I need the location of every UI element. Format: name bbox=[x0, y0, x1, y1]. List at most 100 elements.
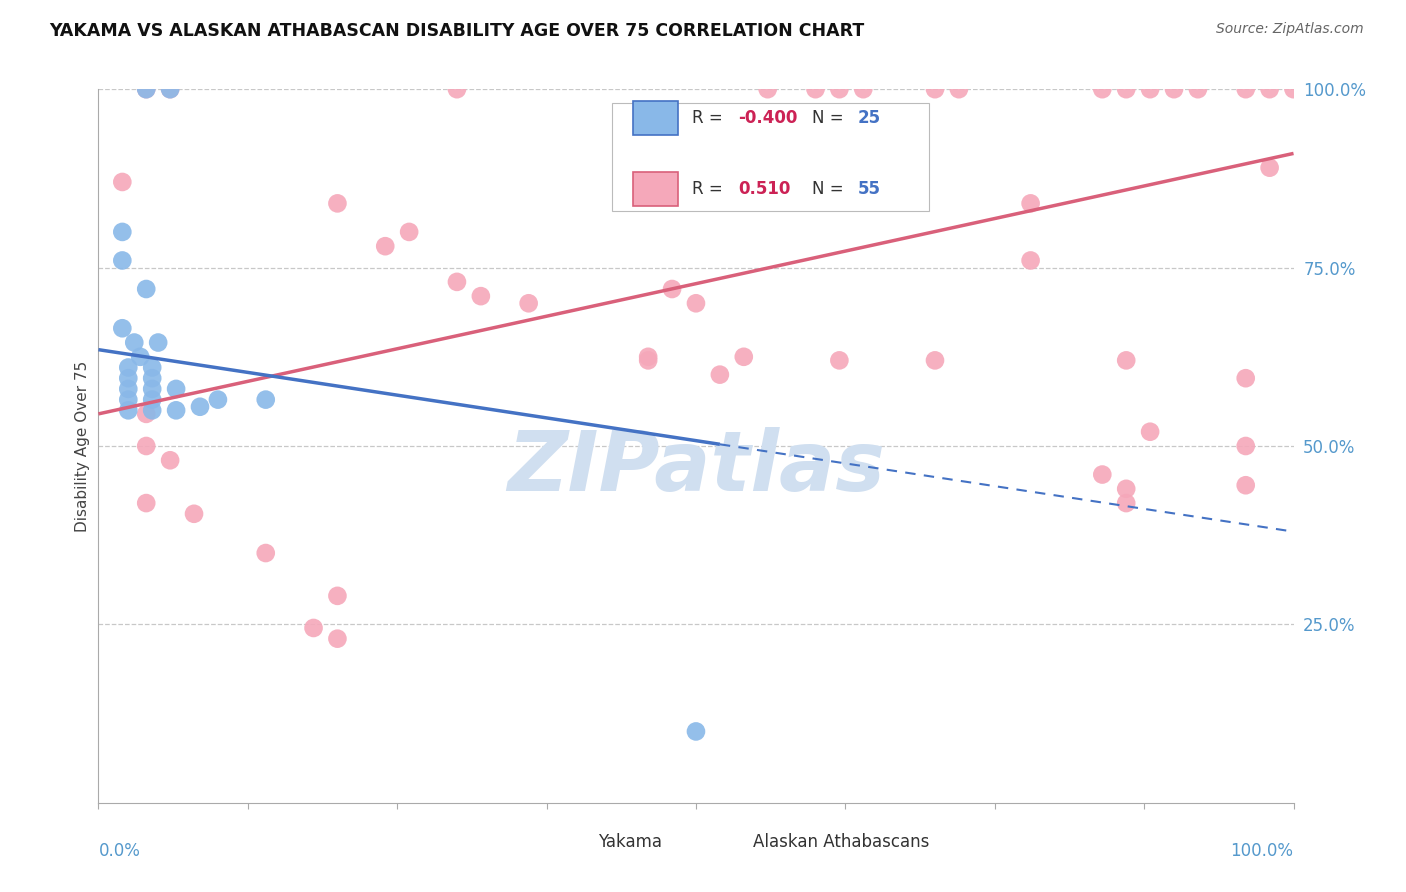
Point bbox=[165, 403, 187, 417]
Point bbox=[1163, 82, 1185, 96]
Point bbox=[1019, 196, 1042, 211]
Point bbox=[1187, 82, 1209, 96]
FancyBboxPatch shape bbox=[633, 101, 678, 135]
Point bbox=[302, 621, 325, 635]
Point bbox=[804, 82, 827, 96]
Point bbox=[183, 507, 205, 521]
Text: 100.0%: 100.0% bbox=[1230, 842, 1294, 860]
Point bbox=[111, 175, 134, 189]
FancyBboxPatch shape bbox=[709, 833, 747, 851]
Text: 55: 55 bbox=[858, 180, 880, 198]
Text: Source: ZipAtlas.com: Source: ZipAtlas.com bbox=[1216, 22, 1364, 37]
Point bbox=[517, 296, 540, 310]
Text: N =: N = bbox=[811, 109, 849, 127]
Point bbox=[129, 350, 152, 364]
Point bbox=[637, 164, 659, 178]
Point bbox=[661, 282, 683, 296]
Point bbox=[135, 407, 157, 421]
Point bbox=[141, 392, 163, 407]
Point bbox=[135, 82, 157, 96]
FancyBboxPatch shape bbox=[613, 103, 929, 211]
Point bbox=[470, 289, 492, 303]
Point bbox=[446, 82, 468, 96]
Text: 0.510: 0.510 bbox=[738, 180, 790, 198]
Text: 0.0%: 0.0% bbox=[98, 842, 141, 860]
Point bbox=[1234, 371, 1257, 385]
Point bbox=[1234, 478, 1257, 492]
Point bbox=[924, 353, 946, 368]
Point bbox=[685, 296, 707, 310]
Point bbox=[1139, 425, 1161, 439]
Point bbox=[828, 82, 851, 96]
Text: R =: R = bbox=[692, 109, 728, 127]
Point bbox=[733, 350, 755, 364]
Point bbox=[117, 392, 139, 407]
Point bbox=[141, 403, 163, 417]
Point bbox=[159, 453, 181, 467]
Point bbox=[326, 196, 349, 211]
Point bbox=[1115, 353, 1137, 368]
Point bbox=[374, 239, 396, 253]
Point bbox=[852, 82, 875, 96]
Point bbox=[1115, 82, 1137, 96]
Text: ZIPatlas: ZIPatlas bbox=[508, 427, 884, 508]
Point bbox=[135, 282, 157, 296]
Point bbox=[135, 496, 157, 510]
Point bbox=[159, 82, 181, 96]
Point bbox=[637, 353, 659, 368]
Point bbox=[1139, 82, 1161, 96]
Point bbox=[254, 546, 277, 560]
Point bbox=[1091, 82, 1114, 96]
Point bbox=[111, 225, 134, 239]
Point bbox=[148, 335, 170, 350]
Point bbox=[924, 82, 946, 96]
Point bbox=[135, 82, 157, 96]
Text: Alaskan Athabascans: Alaskan Athabascans bbox=[754, 833, 929, 851]
Point bbox=[446, 275, 468, 289]
Point bbox=[1282, 82, 1305, 96]
FancyBboxPatch shape bbox=[553, 833, 591, 851]
Point bbox=[756, 82, 779, 96]
Point bbox=[1234, 82, 1257, 96]
Text: Yakama: Yakama bbox=[598, 833, 662, 851]
Point bbox=[135, 439, 157, 453]
Point bbox=[111, 253, 134, 268]
Point bbox=[117, 382, 139, 396]
Text: N =: N = bbox=[811, 180, 849, 198]
Point bbox=[326, 589, 349, 603]
Point bbox=[117, 403, 139, 417]
Point bbox=[111, 321, 134, 335]
Point bbox=[637, 350, 659, 364]
Point bbox=[188, 400, 211, 414]
Point bbox=[165, 382, 187, 396]
Point bbox=[1115, 496, 1137, 510]
Point bbox=[117, 371, 139, 385]
Point bbox=[398, 225, 420, 239]
Point bbox=[1258, 82, 1281, 96]
Point bbox=[709, 368, 731, 382]
Point bbox=[1258, 161, 1281, 175]
Text: -0.400: -0.400 bbox=[738, 109, 797, 127]
Point bbox=[159, 82, 181, 96]
Point bbox=[124, 335, 146, 350]
Text: YAKAMA VS ALASKAN ATHABASCAN DISABILITY AGE OVER 75 CORRELATION CHART: YAKAMA VS ALASKAN ATHABASCAN DISABILITY … bbox=[49, 22, 865, 40]
Point bbox=[141, 371, 163, 385]
Point bbox=[756, 182, 779, 196]
Point bbox=[1019, 253, 1042, 268]
Text: 25: 25 bbox=[858, 109, 880, 127]
Point bbox=[828, 353, 851, 368]
Point bbox=[141, 382, 163, 396]
Point bbox=[141, 360, 163, 375]
Point bbox=[117, 360, 139, 375]
Point bbox=[326, 632, 349, 646]
Point bbox=[254, 392, 277, 407]
Y-axis label: Disability Age Over 75: Disability Age Over 75 bbox=[75, 360, 90, 532]
Point bbox=[1115, 482, 1137, 496]
Point bbox=[948, 82, 970, 96]
Point bbox=[685, 724, 707, 739]
Point bbox=[1091, 467, 1114, 482]
FancyBboxPatch shape bbox=[633, 172, 678, 206]
Point bbox=[1234, 439, 1257, 453]
Point bbox=[207, 392, 229, 407]
Text: R =: R = bbox=[692, 180, 728, 198]
